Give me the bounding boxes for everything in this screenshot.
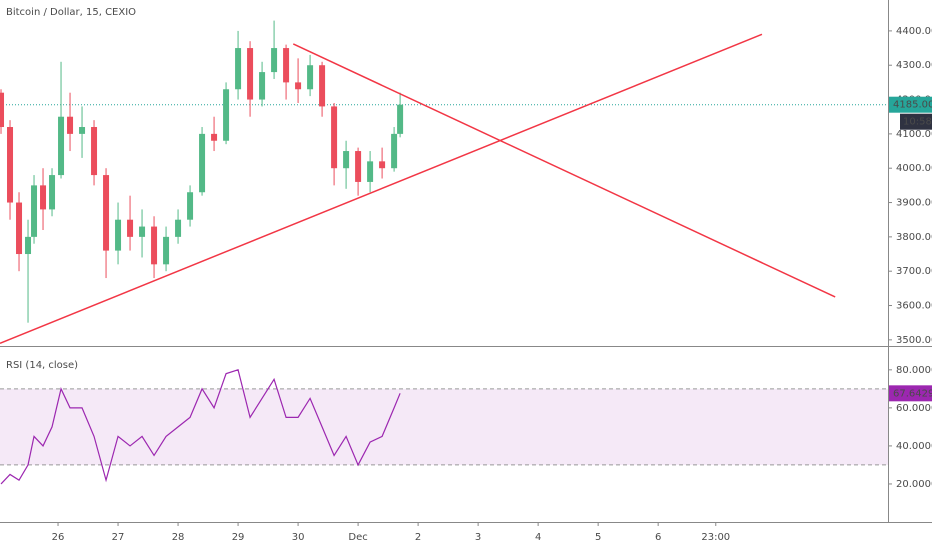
candle-body bbox=[163, 236, 170, 265]
candle-body bbox=[31, 185, 38, 237]
rsi-label: 67.6429 bbox=[893, 388, 932, 399]
x-tick-label: 4 bbox=[535, 532, 541, 543]
rsi-title: RSI (14, close) bbox=[6, 360, 78, 371]
y-tick-label: 4300.00 bbox=[896, 60, 932, 71]
rsi-band bbox=[0, 388, 888, 465]
y-tick-label: 60.0000 bbox=[896, 403, 932, 414]
rsi-label-box bbox=[889, 385, 932, 402]
candle-body bbox=[187, 192, 194, 220]
candle-body bbox=[115, 219, 122, 251]
x-tick-label: 29 bbox=[232, 532, 245, 543]
y-tick-label: 80.0000 bbox=[896, 365, 932, 376]
candle-body bbox=[343, 151, 350, 169]
candle-body bbox=[247, 48, 254, 100]
rsi-line bbox=[0, 369, 401, 485]
x-tick-label: 3 bbox=[475, 532, 481, 543]
candle-body bbox=[151, 226, 158, 265]
candle-body bbox=[139, 226, 146, 237]
candle-body bbox=[319, 65, 326, 107]
x-tick-label: 23:00 bbox=[701, 532, 730, 543]
y-tick-label: 3700.00 bbox=[896, 266, 932, 277]
y-tick-label: 3500.00 bbox=[896, 335, 932, 346]
x-tick-label: 5 bbox=[595, 532, 601, 543]
candle-body bbox=[58, 116, 65, 176]
x-tick-label: 27 bbox=[112, 532, 125, 543]
candle-body bbox=[7, 127, 14, 203]
candle-body bbox=[235, 48, 242, 90]
price-label: 4185.00 bbox=[893, 100, 932, 111]
candle-body bbox=[397, 104, 404, 134]
candle-body bbox=[91, 127, 98, 176]
candle-body bbox=[127, 219, 134, 237]
candle-body bbox=[40, 185, 47, 210]
x-tick-label: 2 bbox=[415, 532, 421, 543]
candle-body bbox=[283, 48, 290, 83]
candle-body bbox=[67, 116, 74, 134]
time-label: 10:58 bbox=[903, 117, 932, 128]
candle-body bbox=[271, 48, 278, 73]
y-tick-label: 3900.00 bbox=[896, 198, 932, 209]
x-tick-label: Dec bbox=[348, 532, 367, 543]
candle-body bbox=[49, 175, 56, 210]
price-label-box bbox=[889, 96, 932, 113]
trend-line bbox=[292, 43, 836, 298]
candle-body bbox=[223, 89, 230, 141]
candle-body bbox=[211, 133, 218, 141]
y-tick-label: 3600.00 bbox=[896, 301, 932, 312]
x-tick-label: 30 bbox=[292, 532, 305, 543]
x-tick-label: 28 bbox=[172, 532, 185, 543]
x-tick-label: 26 bbox=[52, 532, 65, 543]
trend-line bbox=[0, 33, 763, 344]
candle-body bbox=[25, 236, 32, 255]
y-tick-label: 4400.00 bbox=[896, 26, 932, 37]
candle-body bbox=[175, 219, 182, 237]
candle-body bbox=[379, 161, 386, 169]
candle-body bbox=[367, 161, 374, 182]
candle-body bbox=[295, 82, 302, 90]
candle-body bbox=[307, 65, 314, 90]
candle-body bbox=[103, 175, 110, 251]
candle-body bbox=[199, 133, 206, 193]
candle-body bbox=[0, 92, 5, 128]
candle-body bbox=[79, 127, 86, 134]
time-label-box bbox=[900, 113, 932, 130]
candle-body bbox=[16, 202, 23, 255]
y-tick-label: 20.0000 bbox=[896, 479, 932, 490]
chart-title: Bitcoin / Dollar, 15, CEXIO bbox=[6, 7, 136, 18]
y-tick-label: 4000.00 bbox=[896, 163, 932, 174]
y-tick-label: 40.0000 bbox=[896, 441, 932, 452]
y-tick-label: 4100.00 bbox=[896, 129, 932, 140]
candle-body bbox=[355, 151, 362, 182]
candle-body bbox=[259, 72, 266, 100]
candle-body bbox=[331, 106, 338, 169]
candle-body bbox=[391, 133, 398, 169]
y-tick-label: 3800.00 bbox=[896, 232, 932, 243]
x-tick-label: 6 bbox=[655, 532, 661, 543]
